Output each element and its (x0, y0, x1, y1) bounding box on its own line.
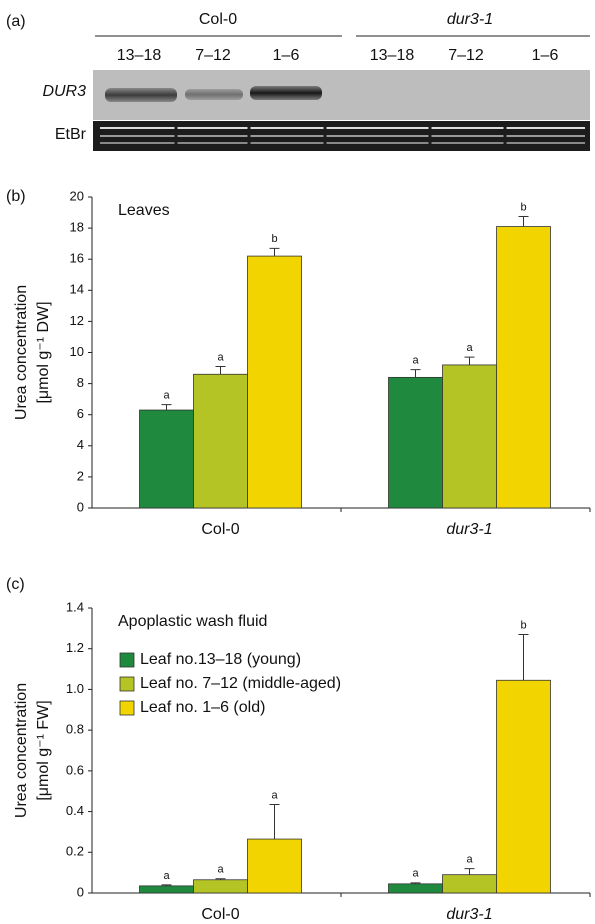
significance-label: a (412, 868, 419, 880)
figure: (a) Col-0 dur3-1 13–18 7–12 1–6 13–18 7–… (0, 0, 595, 924)
significance-label: b (520, 201, 526, 213)
y-tick-label: 18 (70, 220, 84, 235)
legend-label: Leaf no. 1–6 (old) (140, 699, 265, 716)
bar (194, 374, 248, 508)
error-bar (465, 357, 475, 365)
bar (194, 880, 248, 893)
x-tick-label: dur3-1 (446, 906, 492, 923)
legend-swatch (120, 701, 134, 715)
bar (248, 839, 302, 893)
significance-label: a (466, 853, 473, 865)
bar (140, 410, 194, 508)
y-tick-label: 0 (77, 884, 84, 899)
gel-panel: (a) Col-0 dur3-1 13–18 7–12 1–6 13–18 7–… (6, 11, 590, 151)
significance-label: b (520, 619, 526, 631)
error-bar (519, 216, 529, 226)
significance-label: a (271, 789, 278, 801)
bar (140, 886, 194, 893)
y-tick-label: 1.2 (66, 640, 84, 655)
bar (389, 377, 443, 508)
significance-label: a (217, 351, 224, 363)
bar (443, 365, 497, 508)
x-tick-label: dur3-1 (446, 521, 492, 538)
significance-label: a (412, 355, 419, 367)
y-tick-label: 4 (77, 437, 84, 452)
bar (248, 256, 302, 508)
error-bar (216, 366, 226, 374)
error-bar (465, 869, 475, 875)
panel-label: (c) (6, 576, 25, 593)
bar (497, 227, 551, 508)
y-tick-label: 20 (70, 188, 84, 203)
significance-label: a (163, 870, 170, 882)
group-label: dur3-1 (447, 11, 493, 28)
legend-swatch (120, 653, 134, 667)
x-tick-label: Col-0 (201, 906, 239, 923)
y-tick-label: 1.4 (66, 599, 84, 614)
panel-label: (b) (6, 188, 26, 205)
significance-label: b (271, 233, 277, 245)
bar (389, 884, 443, 893)
y-tick-label: 1.0 (66, 681, 84, 696)
blot-band (185, 89, 243, 100)
y-tick-label: 0.8 (66, 722, 84, 737)
lane-label: 7–12 (448, 47, 484, 64)
annotation: Leaves (118, 202, 170, 219)
legend-label: Leaf no. 7–12 (middle-aged) (140, 675, 341, 692)
y-axis-label: [μmol g⁻¹ FW] (35, 700, 52, 800)
y-tick-label: 8 (77, 375, 84, 390)
significance-label: a (466, 342, 473, 354)
legend-label: Leaf no.13–18 (young) (140, 651, 301, 668)
y-tick-label: 6 (77, 406, 84, 421)
row-label: DUR3 (42, 83, 86, 100)
error-bar (270, 248, 280, 256)
y-tick-label: 16 (70, 251, 84, 266)
lane-label: 7–12 (195, 47, 231, 64)
y-tick-label: 0 (77, 499, 84, 514)
bar (497, 680, 551, 893)
y-tick-label: 0.4 (66, 803, 84, 818)
y-tick-label: 0.2 (66, 844, 84, 859)
error-bar (270, 804, 280, 839)
annotation: Apoplastic wash fluid (118, 613, 267, 630)
row-label: EtBr (55, 126, 87, 143)
y-tick-label: 0.6 (66, 762, 84, 777)
blot-band (105, 88, 177, 102)
lane-label: 13–18 (117, 47, 162, 64)
y-tick-label: 10 (70, 344, 84, 359)
y-tick-label: 12 (70, 313, 84, 328)
y-tick-label: 14 (70, 282, 84, 297)
significance-label: a (217, 864, 224, 876)
y-axis-label: [μmol g⁻¹ DW] (35, 301, 52, 403)
lane-label: 1–6 (273, 47, 300, 64)
y-tick-label: 2 (77, 468, 84, 483)
blot-band (250, 86, 322, 100)
x-tick-label: Col-0 (201, 521, 239, 538)
error-bar (519, 634, 529, 680)
y-axis-label: Urea concentration (13, 285, 30, 420)
significance-label: a (163, 389, 170, 401)
error-bar (162, 405, 172, 410)
lane-label: 13–18 (370, 47, 415, 64)
lane-label: 1–6 (532, 47, 559, 64)
panel-label: (a) (6, 13, 26, 30)
y-axis-label: Urea concentration (13, 683, 30, 818)
error-bar (411, 370, 421, 378)
bar (443, 875, 497, 893)
legend-swatch (120, 677, 134, 691)
group-label: Col-0 (199, 11, 237, 28)
